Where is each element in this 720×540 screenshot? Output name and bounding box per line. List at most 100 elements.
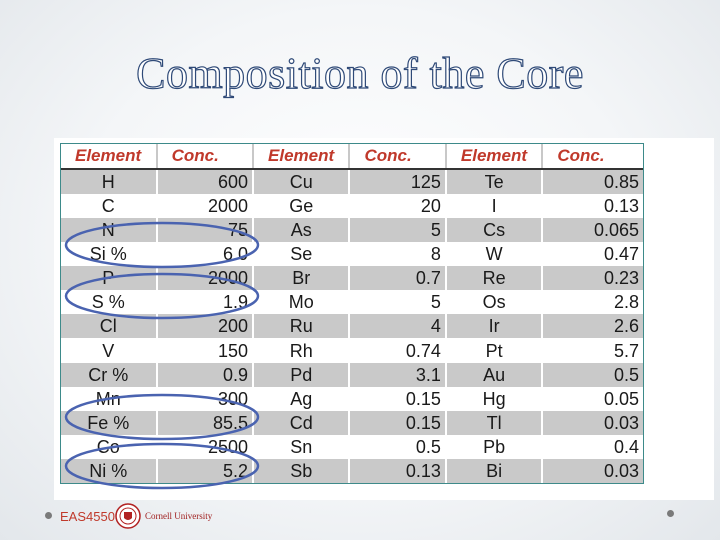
element-cell: Pt <box>445 338 544 363</box>
header-conc-3: Conc. <box>542 144 643 170</box>
concentration-cell: 2000 <box>156 266 255 291</box>
table-row: Ni % 5.2 Sb 0.13 Bi 0.03 <box>61 458 643 483</box>
element-cell: Ni % <box>61 458 158 483</box>
concentration-cell: 2.6 <box>542 314 643 339</box>
concentration-cell: 6.0 <box>156 242 255 267</box>
table-row: Si % 6.0 Se 8 W 0.47 <box>61 242 643 267</box>
element-cell: Os <box>445 290 544 315</box>
concentration-cell: 125 <box>349 169 447 195</box>
element-cell: Pd <box>253 362 351 387</box>
element-cell: As <box>253 218 351 243</box>
concentration-cell: 20 <box>349 194 447 219</box>
element-cell: I <box>445 194 544 219</box>
concentration-cell: 300 <box>156 386 255 411</box>
element-cell: Cr % <box>61 362 158 387</box>
element-cell: Bi <box>445 458 544 483</box>
element-cell: Sb <box>253 458 351 483</box>
element-cell: Pb <box>445 434 544 459</box>
concentration-cell: 0.03 <box>542 458 643 483</box>
concentration-cell: 0.74 <box>349 338 447 363</box>
element-cell: W <box>445 242 544 267</box>
table-row: Fe % 85.5 Cd 0.15 Tl 0.03 <box>61 410 643 435</box>
composition-table: Element Conc. Element Conc. Element Conc… <box>60 143 644 484</box>
slide-title: Composition of the Core <box>135 48 584 98</box>
concentration-cell: 200 <box>156 314 255 339</box>
element-cell: Co <box>61 434 158 459</box>
concentration-cell: 1.9 <box>156 290 255 315</box>
concentration-cell: 3.1 <box>349 362 447 387</box>
concentration-cell: 0.23 <box>542 266 643 291</box>
element-cell: Cs <box>445 218 544 243</box>
concentration-cell: 150 <box>156 338 255 363</box>
concentration-cell: 0.5 <box>349 434 447 459</box>
concentration-cell: 5.2 <box>156 458 255 483</box>
header-conc-2: Conc. <box>349 144 447 170</box>
table-row: Cr % 0.9 Pd 3.1 Au 0.5 <box>61 362 643 387</box>
footer-bullet-left <box>45 512 52 519</box>
cornell-seal-icon <box>115 503 141 529</box>
concentration-cell: 5 <box>349 218 447 243</box>
concentration-cell: 0.5 <box>542 362 643 387</box>
concentration-cell: 0.47 <box>542 242 643 267</box>
element-cell: Ge <box>253 194 351 219</box>
concentration-cell: 0.7 <box>349 266 447 291</box>
element-cell: V <box>61 338 158 363</box>
element-cell: Ru <box>253 314 351 339</box>
table-header-row: Element Conc. Element Conc. Element Conc… <box>61 144 643 170</box>
header-conc-1: Conc. <box>156 144 255 170</box>
concentration-cell: 5.7 <box>542 338 643 363</box>
header-element-2: Element <box>253 144 351 170</box>
element-cell: P <box>61 266 158 291</box>
concentration-cell: 0.9 <box>156 362 255 387</box>
element-cell: Fe % <box>61 410 158 435</box>
element-cell: Cu <box>253 169 351 195</box>
concentration-cell: 0.13 <box>349 458 447 483</box>
element-cell: Rh <box>253 338 351 363</box>
element-cell: S % <box>61 290 158 315</box>
element-cell: Tl <box>445 410 544 435</box>
table-row: H 600 Cu 125 Te 0.85 <box>61 169 643 195</box>
table-row: S % 1.9 Mo 5 Os 2.8 <box>61 290 643 315</box>
table-row: C 2000 Ge 20 I 0.13 <box>61 194 643 219</box>
element-table: Element Conc. Element Conc. Element Conc… <box>61 144 643 483</box>
element-cell: Mo <box>253 290 351 315</box>
concentration-cell: 0.065 <box>542 218 643 243</box>
element-cell: C <box>61 194 158 219</box>
table-body: H 600 Cu 125 Te 0.85 C 2000 Ge 20 I 0.13 N 75 As 5 Cs 0.0… <box>61 169 643 483</box>
concentration-cell: 5 <box>349 290 447 315</box>
concentration-cell: 0.4 <box>542 434 643 459</box>
concentration-cell: 2000 <box>156 194 255 219</box>
element-cell: H <box>61 169 158 195</box>
element-cell: Ag <box>253 386 351 411</box>
concentration-cell: 600 <box>156 169 255 195</box>
table-row: P 2000 Br 0.7 Re 0.23 <box>61 266 643 291</box>
element-cell: Sn <box>253 434 351 459</box>
header-element-3: Element <box>445 144 544 170</box>
concentration-cell: 8 <box>349 242 447 267</box>
element-cell: Hg <box>445 386 544 411</box>
element-cell: Re <box>445 266 544 291</box>
table-row: Co 2500 Sn 0.5 Pb 0.4 <box>61 434 643 459</box>
concentration-cell: 0.85 <box>542 169 643 195</box>
element-cell: Ir <box>445 314 544 339</box>
concentration-cell: 0.15 <box>349 410 447 435</box>
element-cell: N <box>61 218 158 243</box>
element-cell: Si % <box>61 242 158 267</box>
university-name: Cornell University <box>145 511 213 521</box>
footer-bullet-right <box>667 510 674 517</box>
table-row: N 75 As 5 Cs 0.065 <box>61 218 643 243</box>
element-cell: Se <box>253 242 351 267</box>
element-cell: Mn <box>61 386 158 411</box>
concentration-cell: 4 <box>349 314 447 339</box>
concentration-cell: 85.5 <box>156 410 255 435</box>
element-cell: Br <box>253 266 351 291</box>
concentration-cell: 2500 <box>156 434 255 459</box>
element-cell: Au <box>445 362 544 387</box>
table-row: V 150 Rh 0.74 Pt 5.7 <box>61 338 643 363</box>
element-cell: Cd <box>253 410 351 435</box>
element-cell: Cl <box>61 314 158 339</box>
concentration-cell: 75 <box>156 218 255 243</box>
concentration-cell: 0.15 <box>349 386 447 411</box>
table-row: Cl 200 Ru 4 Ir 2.6 <box>61 314 643 339</box>
concentration-cell: 0.05 <box>542 386 643 411</box>
